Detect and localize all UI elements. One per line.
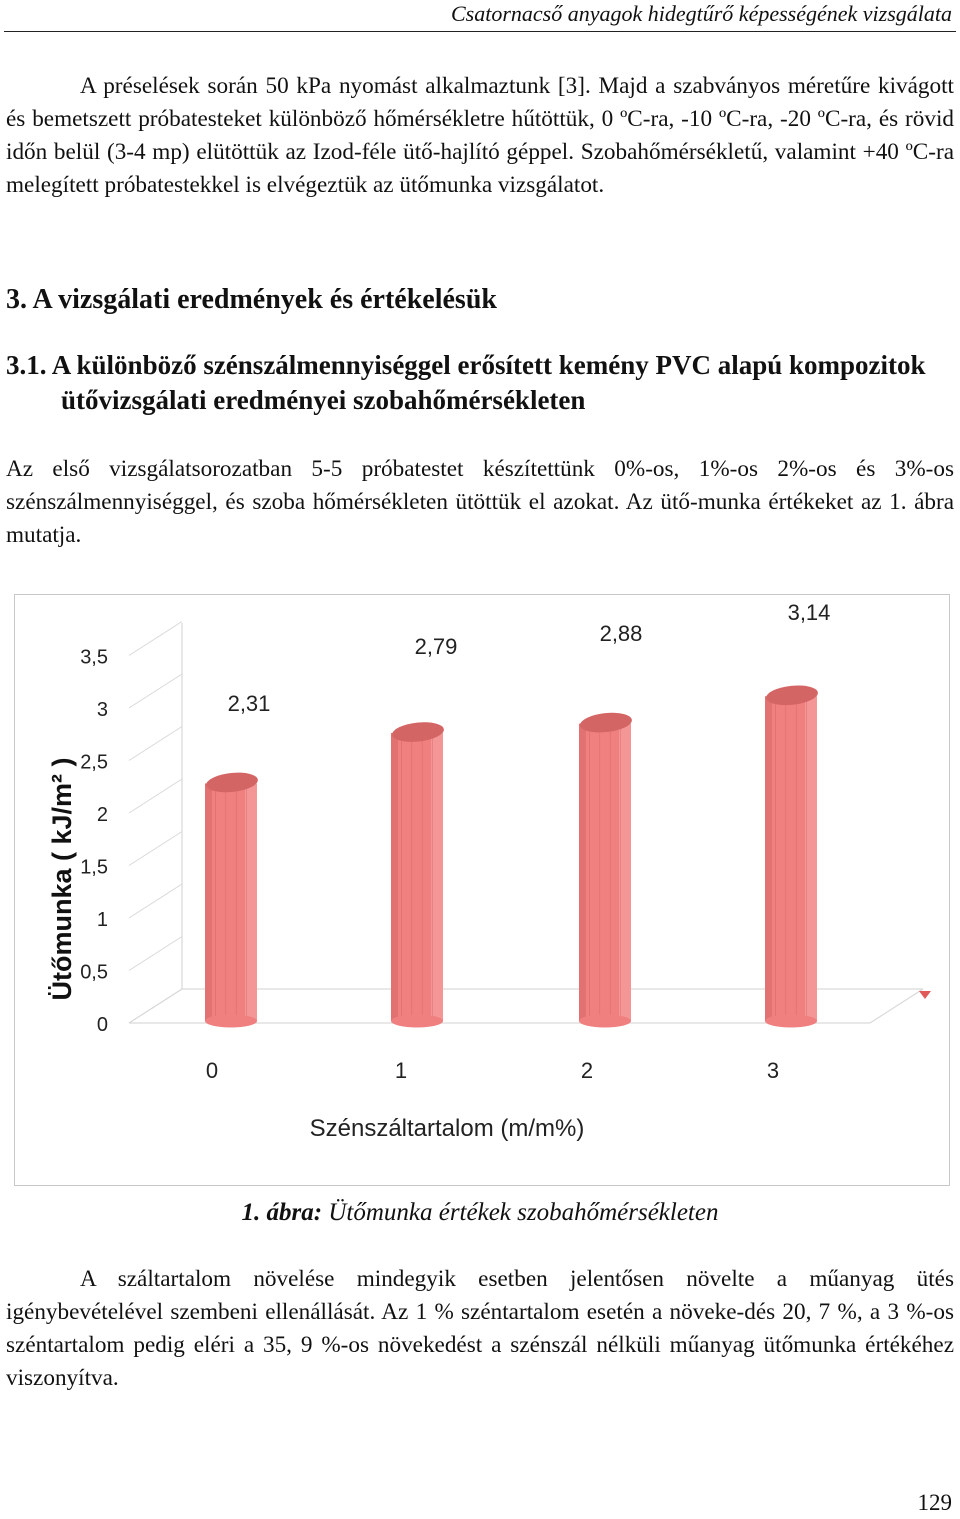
subsection-heading: 3.1. A különböző szénszálmennyiséggel er…	[6, 350, 926, 415]
caption-text: Ütőmunka értékek szobahőmérsékleten	[328, 1199, 719, 1226]
paragraph-3: A száltartalom növelése mindegyik esetbe…	[6, 1266, 954, 1391]
figure-caption: 1. ábra: Ütőmunka értékek szobahőmérsékl…	[0, 1196, 960, 1230]
running-title: Csatornacső anyagok hidegtűrő képességén…	[450, 1, 952, 26]
chart-bar	[205, 772, 258, 1028]
chart-bar	[579, 712, 632, 1028]
x-tick-label: 3	[767, 1058, 779, 1083]
chart-bar	[765, 685, 818, 1028]
caption-number: 1. ábra:	[241, 1199, 323, 1226]
x-tick-label: 0	[206, 1058, 218, 1083]
legend-marker	[919, 991, 931, 999]
chart-x-ticks: 0 1 2 3	[206, 1058, 779, 1083]
chart-y-axis: 0 0,5 1 1,5 2 2,5 3 3,5	[80, 621, 183, 1036]
y-tick-label: 0,5	[80, 962, 108, 984]
y-tick-label: 1,5	[80, 857, 108, 879]
figure-frame: 0 0,5 1 1,5 2 2,5 3 3,5 2,31 2,79 2,88 3,14 0 1 2 3 S…	[14, 594, 950, 1186]
x-axis-title: Szénszáltartalom (m/m%)	[310, 1115, 585, 1142]
paragraph-1: A préselések során 50 kPa nyomást alkalm…	[6, 73, 954, 198]
y-tick-label: 0	[97, 1014, 108, 1036]
bar-chart: 0 0,5 1 1,5 2 2,5 3 3,5 2,31 2,79 2,88 3,14 0 1 2 3 S…	[47, 600, 931, 1142]
y-tick-label: 1	[97, 909, 108, 931]
data-label: 2,31	[228, 691, 271, 716]
page-number: 129	[917, 1490, 953, 1515]
x-tick-label: 2	[581, 1058, 593, 1083]
y-tick-label: 3,5	[80, 647, 108, 669]
x-tick-label: 1	[395, 1058, 407, 1083]
header-rule	[4, 31, 956, 32]
data-label: 2,88	[600, 621, 643, 646]
y-tick-label: 2	[97, 804, 108, 826]
y-tick-label: 3	[97, 699, 108, 721]
paragraph-2: Az első vizsgálatsorozatban 5-5 próbates…	[6, 456, 954, 548]
data-label: 2,79	[415, 634, 458, 659]
section-heading: 3. A vizsgálati eredmények és értékelésü…	[6, 284, 497, 315]
chart-bars	[205, 685, 818, 1028]
y-tick-label: 2,5	[80, 752, 108, 774]
chart-data-labels: 2,31 2,79 2,88 3,14	[228, 600, 831, 716]
y-axis-title: Ütőmunka ( kJ/m² )	[47, 757, 77, 1000]
data-label: 3,14	[788, 600, 831, 625]
chart-bar	[391, 722, 444, 1028]
